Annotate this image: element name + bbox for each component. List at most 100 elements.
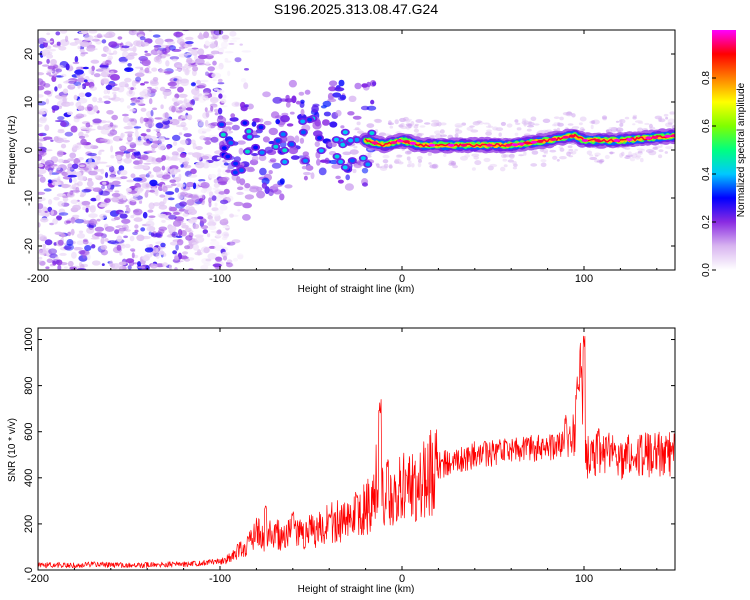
y-tick-label: 0 (23, 147, 35, 153)
transition-blob (361, 83, 369, 88)
noise-speckle (38, 136, 44, 143)
noise-speckle (141, 182, 151, 189)
noise-speckle (176, 79, 183, 85)
transition-blob (337, 179, 344, 184)
spectrogram-x-label: Height of straight line (km) (298, 284, 415, 295)
band-halo (512, 166, 518, 170)
noise-speckle (220, 41, 228, 49)
noise-speckle (109, 174, 116, 180)
noise-speckle (105, 48, 112, 55)
band-halo (540, 162, 547, 168)
signal-peak (581, 138, 589, 142)
noise-speckle (38, 142, 43, 148)
bright-spot (218, 131, 228, 139)
noise-speckle (140, 154, 149, 161)
transition-blob (316, 158, 321, 166)
snr-plot-area (38, 328, 675, 570)
noise-speckle (70, 125, 78, 133)
band-halo (483, 157, 491, 163)
noise-speckle (126, 105, 131, 109)
noise-speckle (77, 175, 87, 181)
noise-speckle (216, 156, 221, 160)
bright-spot-core (342, 130, 348, 135)
transition-blob (354, 82, 362, 90)
noise-speckle (147, 218, 154, 221)
signal-peak (486, 143, 493, 147)
noise-speckle (179, 139, 189, 145)
transition-blob (322, 119, 330, 126)
noise-speckle (162, 262, 169, 267)
noise-speckle (83, 79, 88, 83)
noise-speckle (173, 31, 184, 37)
band-halo (617, 129, 621, 133)
chart-title: S196.2025.313.08.47.G24 (274, 1, 438, 17)
noise-speckle (186, 181, 195, 188)
noise-speckle (192, 152, 202, 158)
noise-speckle (178, 46, 185, 50)
signal-peak (664, 134, 671, 138)
noise-speckle (86, 180, 94, 187)
noise-speckle (118, 81, 129, 88)
band-halo (604, 154, 610, 160)
noise-speckle (151, 67, 158, 72)
noise-speckle (172, 154, 178, 161)
signal-peak (409, 141, 417, 145)
bright-spot (278, 130, 288, 138)
noise-speckle (51, 181, 62, 186)
band-halo (664, 151, 668, 154)
noise-speckle (208, 245, 216, 249)
noise-speckle (178, 107, 183, 110)
band-halo (568, 148, 574, 152)
noise-speckle (88, 30, 98, 34)
transition-blob (327, 95, 335, 100)
noise-speckle (40, 211, 46, 217)
transition-blob (271, 162, 282, 169)
band-halo (562, 112, 570, 116)
signal-peak (613, 138, 620, 142)
signal-peak (530, 140, 538, 144)
band-halo (382, 154, 390, 159)
noise-speckle (136, 102, 145, 105)
noise-speckle (148, 215, 156, 218)
noise-speckle (83, 188, 92, 193)
noise-speckle (80, 190, 87, 197)
noise-speckle (211, 195, 217, 201)
band-halo (387, 122, 394, 126)
noise-speckle (162, 185, 168, 193)
noise-speckle (64, 220, 69, 225)
noise-speckle (227, 70, 231, 77)
transition-blob (251, 121, 257, 127)
noise-speckle (57, 83, 62, 89)
bright-spot (217, 121, 227, 129)
noise-speckle (117, 36, 123, 40)
transition-blob (344, 183, 354, 191)
noise-speckle (61, 171, 68, 176)
bright-spot-core (232, 170, 238, 175)
band-halo (406, 118, 413, 121)
noise-speckle (236, 191, 244, 195)
noise-speckle (73, 246, 79, 251)
transition-blob (324, 157, 330, 164)
noise-speckle (51, 68, 56, 74)
noise-speckle (63, 266, 68, 269)
noise-speckle (229, 39, 238, 43)
noise-speckle (143, 162, 152, 165)
band-halo (540, 159, 547, 163)
noise-speckle (197, 128, 208, 135)
bright-spot-core (333, 137, 339, 142)
noise-speckle (38, 249, 48, 256)
band-halo (503, 164, 508, 168)
noise-speckle (195, 146, 203, 150)
noise-speckle (94, 232, 104, 237)
noise-speckle (133, 126, 142, 129)
noise-speckle (133, 217, 143, 222)
transition-blob (285, 94, 290, 100)
noise-speckle (221, 105, 228, 108)
band-halo (665, 146, 673, 150)
noise-speckle (50, 163, 54, 169)
noise-speckle (69, 42, 78, 46)
noise-speckle (170, 183, 177, 187)
noise-speckle (137, 266, 146, 269)
noise-speckle (145, 244, 153, 248)
